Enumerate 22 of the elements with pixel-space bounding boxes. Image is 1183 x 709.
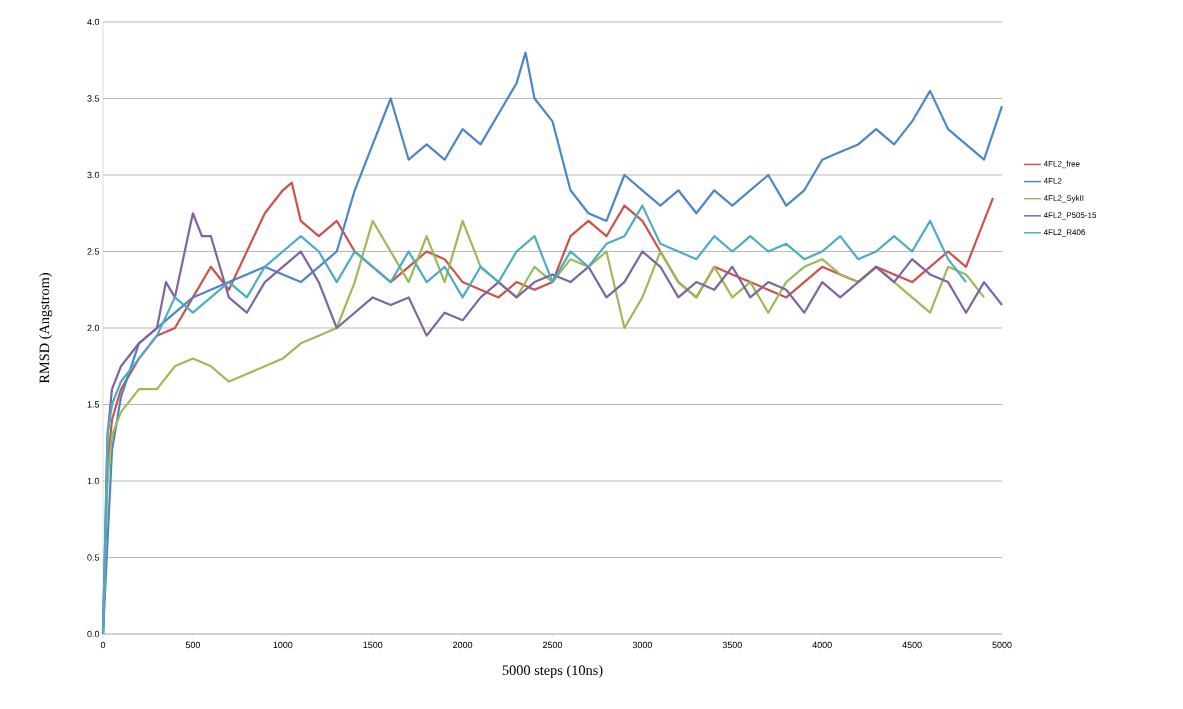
x-tick-label: 4000 — [812, 641, 832, 649]
y-axis-title: RMSD (Angstrom) — [39, 273, 53, 384]
y-tick-label: 3.0 — [87, 171, 100, 179]
x-tick-label: 1000 — [273, 641, 293, 649]
y-tick-label: 0.5 — [87, 554, 100, 561]
y-tick-label: 1.0 — [87, 477, 100, 485]
y-tick-label: 2.0 — [87, 324, 100, 332]
x-tick-label: 5000 — [992, 641, 1012, 649]
y-tick-label: 2.5 — [87, 248, 100, 255]
x-tick-label: 0 — [100, 641, 106, 649]
x-axis-title: 5000 steps (10ns) — [502, 664, 603, 678]
x-tick-label: 3500 — [722, 641, 742, 649]
x-tick-label: 1500 — [363, 641, 383, 649]
y-tick-label: 4.0 — [87, 18, 100, 26]
x-tick-label: 500 — [185, 641, 201, 649]
x-tick-label: 3000 — [632, 641, 653, 649]
y-tick-label: 3.5 — [87, 95, 100, 102]
x-tick-label: 2500 — [542, 641, 563, 649]
x-tick-label: 4500 — [902, 641, 922, 649]
x-tick-label: 2000 — [453, 641, 473, 649]
y-tick-label: 0.0 — [87, 630, 100, 638]
y-tick-label: 1.5 — [87, 401, 100, 408]
